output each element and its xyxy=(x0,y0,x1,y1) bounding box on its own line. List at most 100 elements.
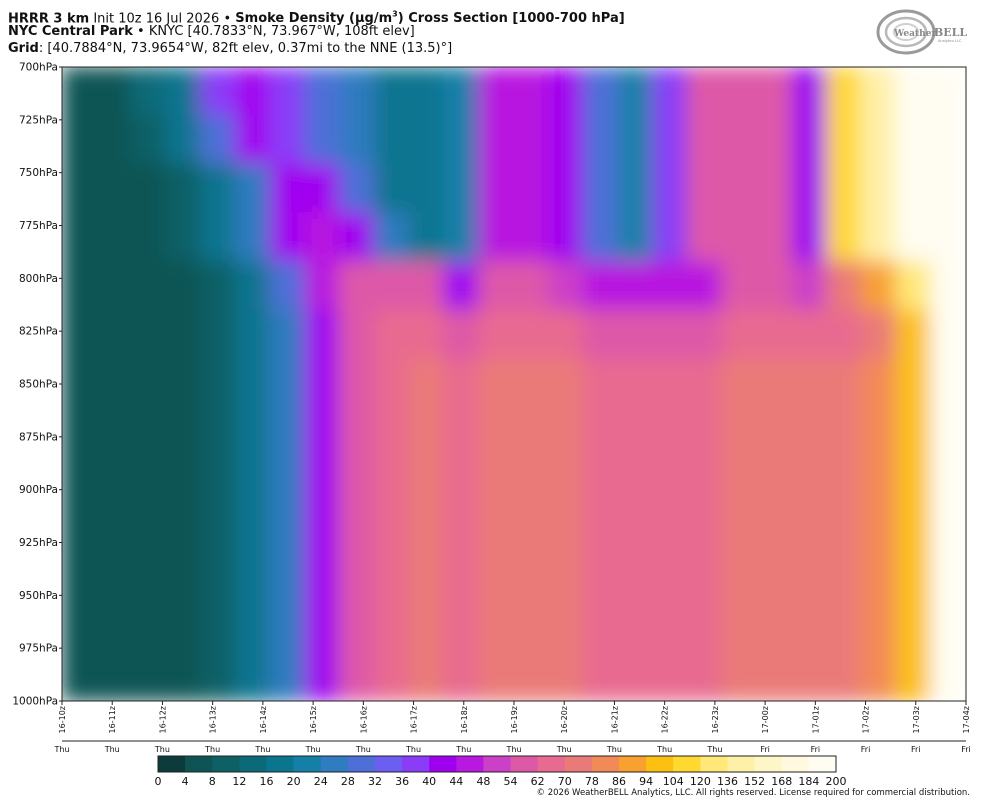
heat-cell xyxy=(269,309,307,361)
heat-cell xyxy=(165,212,203,264)
heat-cell xyxy=(825,553,863,605)
heat-cell xyxy=(547,212,585,264)
heat-cell xyxy=(860,67,898,117)
colorbar-segment xyxy=(456,756,484,772)
colorbar-segment xyxy=(266,756,295,772)
heat-cell xyxy=(408,261,446,312)
heat-cell xyxy=(756,212,794,264)
colorbar-frame xyxy=(157,755,837,773)
heat-cell xyxy=(582,504,620,556)
heat-cell xyxy=(234,407,272,459)
heat-cell xyxy=(791,602,828,654)
heat-cell xyxy=(721,114,759,166)
heat-cell xyxy=(756,163,794,215)
heat-cell xyxy=(513,504,550,556)
heat-cell xyxy=(721,407,759,459)
heat-cell xyxy=(791,456,828,507)
heat-cell xyxy=(895,114,933,166)
heat-cell xyxy=(130,407,168,459)
x-day-label: Thu xyxy=(656,745,672,754)
heat-cell xyxy=(95,261,133,312)
heat-cell xyxy=(721,261,759,312)
heat-cell xyxy=(547,358,585,410)
heat-cell xyxy=(408,114,446,166)
colorbar-label: 48 xyxy=(476,775,490,788)
heat-cell xyxy=(95,163,133,215)
heat-cell xyxy=(721,67,759,117)
heat-cell xyxy=(860,504,898,556)
heat-cell xyxy=(582,67,620,117)
heat-cell xyxy=(513,67,550,117)
heat-cell xyxy=(62,212,98,264)
colorbar-segment xyxy=(673,756,701,772)
heat-cell xyxy=(339,114,376,166)
heat-cell xyxy=(443,504,481,556)
heat-cell xyxy=(825,651,863,701)
colorbar-segment xyxy=(510,756,539,772)
heat-cell xyxy=(339,261,376,312)
heat-cell xyxy=(62,602,98,654)
header-line-3: Grid: [40.7884°N, 73.9654°W, 82ft elev, … xyxy=(8,40,452,57)
heatmap-field xyxy=(62,67,966,701)
heat-cell xyxy=(547,651,585,701)
heat-cell xyxy=(617,309,655,361)
heat-cell xyxy=(860,456,898,507)
heat-cell xyxy=(269,456,307,507)
heat-cell xyxy=(582,114,620,166)
colorbar-segment xyxy=(402,756,430,772)
colorbar-segment xyxy=(537,756,566,772)
heat-cell xyxy=(895,309,933,361)
heat-cell xyxy=(756,114,794,166)
heat-cell xyxy=(443,358,481,410)
heat-cell xyxy=(513,358,550,410)
heat-cell xyxy=(304,602,342,654)
heat-cell xyxy=(62,456,98,507)
heat-cell xyxy=(582,651,620,701)
heat-cell xyxy=(617,114,655,166)
heat-cell xyxy=(825,261,863,312)
heat-cell xyxy=(269,407,307,459)
heat-cell xyxy=(304,358,342,410)
colorbar-label: 32 xyxy=(368,775,382,788)
x-tick-label: 16-23z xyxy=(711,706,720,733)
product-title: Smoke Density (µg/m3) Cross Section [100… xyxy=(235,10,625,27)
heat-cell xyxy=(930,261,966,312)
colorbar-label: 8 xyxy=(209,775,216,788)
heat-cell xyxy=(478,504,515,556)
heat-cell xyxy=(582,407,620,459)
colorbar-segment xyxy=(564,756,593,772)
heat-cell xyxy=(95,67,133,117)
colorbar-label: 200 xyxy=(826,775,847,788)
heat-cell xyxy=(686,261,724,312)
heat-cell xyxy=(130,261,168,312)
heat-cell xyxy=(200,553,237,605)
heat-cell xyxy=(860,407,898,459)
x-tick-label: 16-10z xyxy=(58,706,67,733)
heat-cell xyxy=(408,456,446,507)
heat-cell xyxy=(165,456,203,507)
heat-cell xyxy=(582,309,620,361)
heat-cell xyxy=(652,553,689,605)
heat-cell xyxy=(408,358,446,410)
colorbar-label: 4 xyxy=(182,775,189,788)
heat-cell xyxy=(617,407,655,459)
heat-cell xyxy=(165,553,203,605)
heat-cell xyxy=(165,261,203,312)
colorbar-segment xyxy=(212,756,240,772)
heat-cell xyxy=(930,309,966,361)
colorbar-segment xyxy=(646,756,674,772)
x-day-label: Thu xyxy=(204,745,220,754)
heat-cell xyxy=(791,407,828,459)
x-tick-label: 17-00z xyxy=(761,706,770,733)
heat-cell xyxy=(791,651,828,701)
heat-cell xyxy=(373,504,411,556)
colorbar-segment xyxy=(320,756,349,772)
colorbar-label: 16 xyxy=(259,775,273,788)
heat-cell xyxy=(825,114,863,166)
heat-cell xyxy=(547,553,585,605)
heat-cell xyxy=(652,602,689,654)
heat-cell xyxy=(617,261,655,312)
heat-cell xyxy=(513,651,550,701)
heat-cell xyxy=(478,163,515,215)
x-tick-label: 16-12z xyxy=(158,706,167,733)
